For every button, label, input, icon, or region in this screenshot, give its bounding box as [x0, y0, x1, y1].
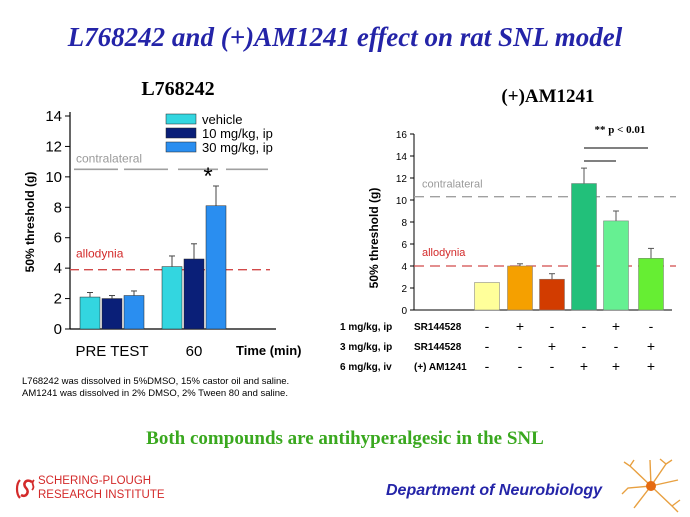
bar — [161, 266, 183, 330]
y-tick-label: 4 — [401, 262, 407, 273]
treatment-sign: + — [647, 338, 655, 354]
legend-swatch — [165, 113, 197, 125]
treatment-sign: + — [580, 358, 588, 374]
treatment-dose: 1 mg/kg, ip — [340, 322, 392, 333]
legend-swatch — [165, 127, 197, 139]
treatment-drug: (+) AM1241 — [414, 362, 467, 373]
x-axis-label: Time (min) — [236, 343, 302, 358]
organization-name: SCHERING-PLOUGH RESEARCH INSTITUTE — [38, 474, 165, 502]
y-tick-label: 16 — [396, 130, 408, 141]
treatment-sign: - — [582, 318, 587, 334]
bar — [183, 258, 205, 330]
legend-label: 10 mg/kg, ip — [202, 126, 273, 141]
note-line: L768242 was dissolved in 5%DMSO, 15% cas… — [22, 376, 290, 387]
y-tick-label: 0 — [401, 306, 407, 317]
bar — [474, 282, 500, 311]
y-tick-label: 14 — [396, 152, 408, 163]
bar — [507, 265, 533, 311]
treatment-sign: - — [550, 358, 555, 374]
bar — [79, 296, 101, 330]
treatment-sign: - — [649, 318, 654, 334]
treatment-sign: - — [614, 338, 619, 354]
y-tick-label: 12 — [45, 138, 62, 155]
treatment-drug: SR144528 — [414, 342, 462, 353]
chart1-title: L768242 — [141, 78, 215, 100]
x-category-label: PRE TEST — [75, 343, 148, 360]
x-category-label: 60 — [186, 343, 203, 360]
chart2-title: (+)AM1241 — [501, 86, 595, 107]
contralateral-label: contralateral — [76, 151, 142, 165]
y-tick-label: 14 — [45, 108, 62, 125]
legend-label: 30 mg/kg, ip — [202, 140, 273, 155]
org-line: RESEARCH INSTITUTE — [38, 489, 165, 501]
treatment-sign: + — [548, 338, 556, 354]
treatment-sign: + — [612, 358, 620, 374]
significance-label: ** p < 0.01 — [595, 124, 646, 136]
vehicle-notes: L768242 was dissolved in 5%DMSO, 15% cas… — [22, 376, 289, 400]
treatment-sign: - — [582, 338, 587, 354]
treatment-dose: 3 mg/kg, ip — [340, 342, 392, 353]
schering-plough-logo — [15, 479, 35, 499]
note-line: AM1241 was dissolved in 2% DMSO, 2% Twee… — [22, 388, 288, 399]
treatment-sign: + — [647, 358, 655, 374]
y-tick-label: 2 — [54, 291, 62, 308]
conclusion-text: Both compounds are antihyperalgesic in t… — [146, 428, 544, 449]
y-tick-label: 2 — [401, 284, 407, 295]
bar — [205, 205, 227, 330]
y-tick-label: 0 — [54, 321, 62, 338]
y-axis-label: 50% threshold (g) — [367, 188, 381, 289]
legend-label: vehicle — [202, 112, 242, 127]
y-tick-label: 8 — [401, 218, 407, 229]
allodynia-label: allodynia — [76, 247, 124, 261]
contralateral-label: contralateral — [422, 179, 483, 191]
treatment-sign: - — [485, 318, 490, 334]
org-line: SCHERING-PLOUGH — [38, 475, 152, 487]
y-tick-label: 8 — [54, 199, 62, 216]
y-tick-label: 6 — [401, 240, 407, 251]
y-tick-label: 10 — [396, 196, 408, 207]
department-name: Department of Neurobiology — [386, 482, 603, 499]
significance-star: * — [203, 163, 212, 190]
y-axis-label: 50% threshold (g) — [23, 172, 37, 273]
y-tick-label: 12 — [396, 174, 408, 185]
neuron-icon — [621, 458, 681, 513]
bar — [603, 220, 629, 311]
allodynia-label: allodynia — [422, 247, 466, 259]
bar — [539, 278, 565, 311]
treatment-sign: + — [516, 318, 524, 334]
treatment-sign: - — [485, 338, 490, 354]
treatment-sign: - — [518, 338, 523, 354]
treatment-sign: - — [485, 358, 490, 374]
bar — [123, 295, 145, 330]
bar — [638, 258, 664, 311]
treatment-sign: - — [550, 318, 555, 334]
bar — [571, 183, 597, 311]
bar — [101, 298, 123, 330]
treatment-dose: 6 mg/kg, iv — [340, 362, 392, 373]
y-tick-label: 4 — [54, 260, 62, 277]
slide-title: L768242 and (+)AM1241 effect on rat SNL … — [67, 22, 623, 52]
legend-swatch — [165, 141, 197, 153]
y-tick-label: 10 — [45, 169, 62, 186]
treatment-sign: - — [518, 358, 523, 374]
treatment-drug: SR144528 — [414, 322, 462, 333]
y-tick-label: 6 — [54, 230, 62, 247]
treatment-sign: + — [612, 318, 620, 334]
